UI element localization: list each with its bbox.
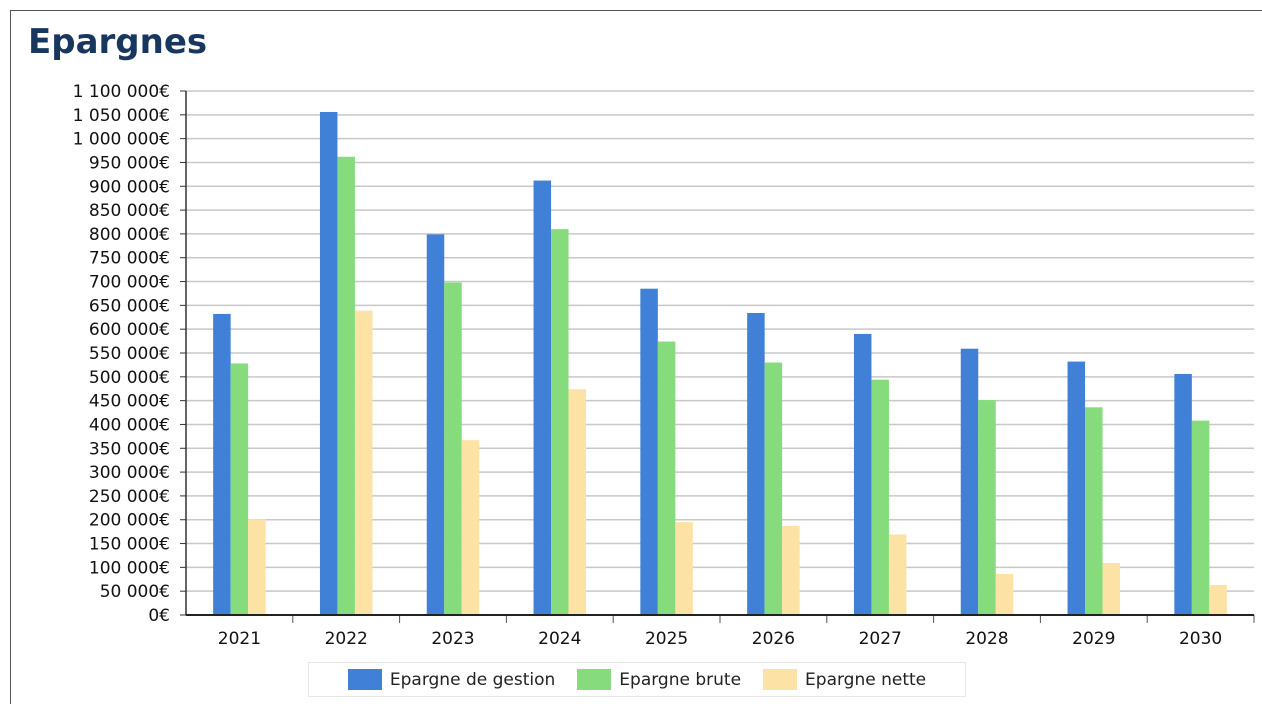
y-tick-label: 300 000€ xyxy=(89,463,170,483)
bar xyxy=(995,574,1014,615)
x-tick-label: 2028 xyxy=(965,629,1008,649)
y-tick-label: 800 000€ xyxy=(89,225,170,245)
bar xyxy=(568,389,587,615)
bar xyxy=(853,333,872,615)
x-tick-label: 2030 xyxy=(1179,629,1222,649)
bar xyxy=(960,348,979,615)
bar xyxy=(426,234,445,616)
bar xyxy=(747,312,765,615)
bar xyxy=(533,180,552,615)
x-tick-label: 2021 xyxy=(218,629,261,649)
bar xyxy=(1085,407,1103,615)
y-tick-label: 1 050 000€ xyxy=(73,106,170,126)
bar xyxy=(657,341,676,615)
bar xyxy=(319,111,338,616)
y-tick-label: 1 000 000€ xyxy=(73,130,170,150)
bar-chart: 0€ 50 000€ 100 000€ 150 000€ 200 000€ 250 000… xyxy=(73,82,1255,649)
y-tick-label: 650 000€ xyxy=(89,296,170,316)
y-tick-label: 1 100 000€ xyxy=(73,82,170,102)
legend-label: Epargne brute xyxy=(619,669,742,690)
y-tick-label: 950 000€ xyxy=(89,153,170,173)
bar xyxy=(248,519,266,615)
y-tick-label: 150 000€ xyxy=(89,535,170,555)
y-tick-label: 450 000€ xyxy=(89,392,170,412)
bar xyxy=(461,440,480,615)
legend-swatch xyxy=(763,669,798,690)
y-tick-label: 250 000€ xyxy=(89,487,170,507)
bar xyxy=(675,522,693,615)
chart-frame xyxy=(10,10,1262,704)
bar xyxy=(1067,361,1086,615)
bar xyxy=(782,525,800,615)
y-tick-label: 750 000€ xyxy=(89,249,170,269)
bar xyxy=(978,400,996,615)
y-tick-label: 50 000€ xyxy=(100,582,170,602)
bar xyxy=(551,229,569,616)
x-tick-label: 2029 xyxy=(1072,629,1115,649)
x-tick-label: 2025 xyxy=(645,629,688,649)
bar xyxy=(888,534,907,615)
y-tick-label: 850 000€ xyxy=(89,201,170,221)
y-tick-label: 100 000€ xyxy=(89,558,170,578)
legend-item: Epargne nette xyxy=(763,669,926,690)
legend-item: Epargne de gestion xyxy=(347,669,556,690)
bar xyxy=(1209,584,1227,615)
bar xyxy=(213,313,231,615)
bar xyxy=(444,282,462,615)
chart-legend: Epargne de gestion Epargne brute Epargne n… xyxy=(308,662,966,697)
bar xyxy=(640,288,658,615)
legend-swatch xyxy=(577,669,612,690)
bar xyxy=(1102,563,1121,615)
bar xyxy=(337,156,355,616)
x-tick-label: 2026 xyxy=(752,629,795,649)
x-tick-label: 2027 xyxy=(859,629,902,649)
y-tick-label: 350 000€ xyxy=(89,439,170,459)
x-tick-label: 2024 xyxy=(538,629,581,649)
chart-title: Epargnes xyxy=(28,22,208,62)
bar xyxy=(871,379,889,615)
y-tick-label: 0€ xyxy=(148,606,170,626)
bar xyxy=(354,310,373,615)
y-tick-label: 200 000€ xyxy=(89,511,170,531)
y-tick-label: 600 000€ xyxy=(89,320,170,340)
y-tick-label: 400 000€ xyxy=(89,415,170,435)
bar xyxy=(764,362,783,615)
legend-label: Epargne de gestion xyxy=(389,669,556,690)
y-tick-label: 550 000€ xyxy=(89,344,170,364)
bar xyxy=(1191,420,1210,615)
y-tick-label: 700 000€ xyxy=(89,273,170,293)
bar xyxy=(1174,373,1192,615)
y-tick-label: 900 000€ xyxy=(89,177,170,197)
x-tick-label: 2022 xyxy=(325,629,368,649)
x-tick-label: 2023 xyxy=(431,629,474,649)
legend-label: Epargne nette xyxy=(805,669,927,690)
y-tick-label: 500 000€ xyxy=(89,368,170,388)
bar xyxy=(230,363,249,615)
legend-item: Epargne brute xyxy=(577,669,741,690)
legend-swatch xyxy=(347,669,382,690)
